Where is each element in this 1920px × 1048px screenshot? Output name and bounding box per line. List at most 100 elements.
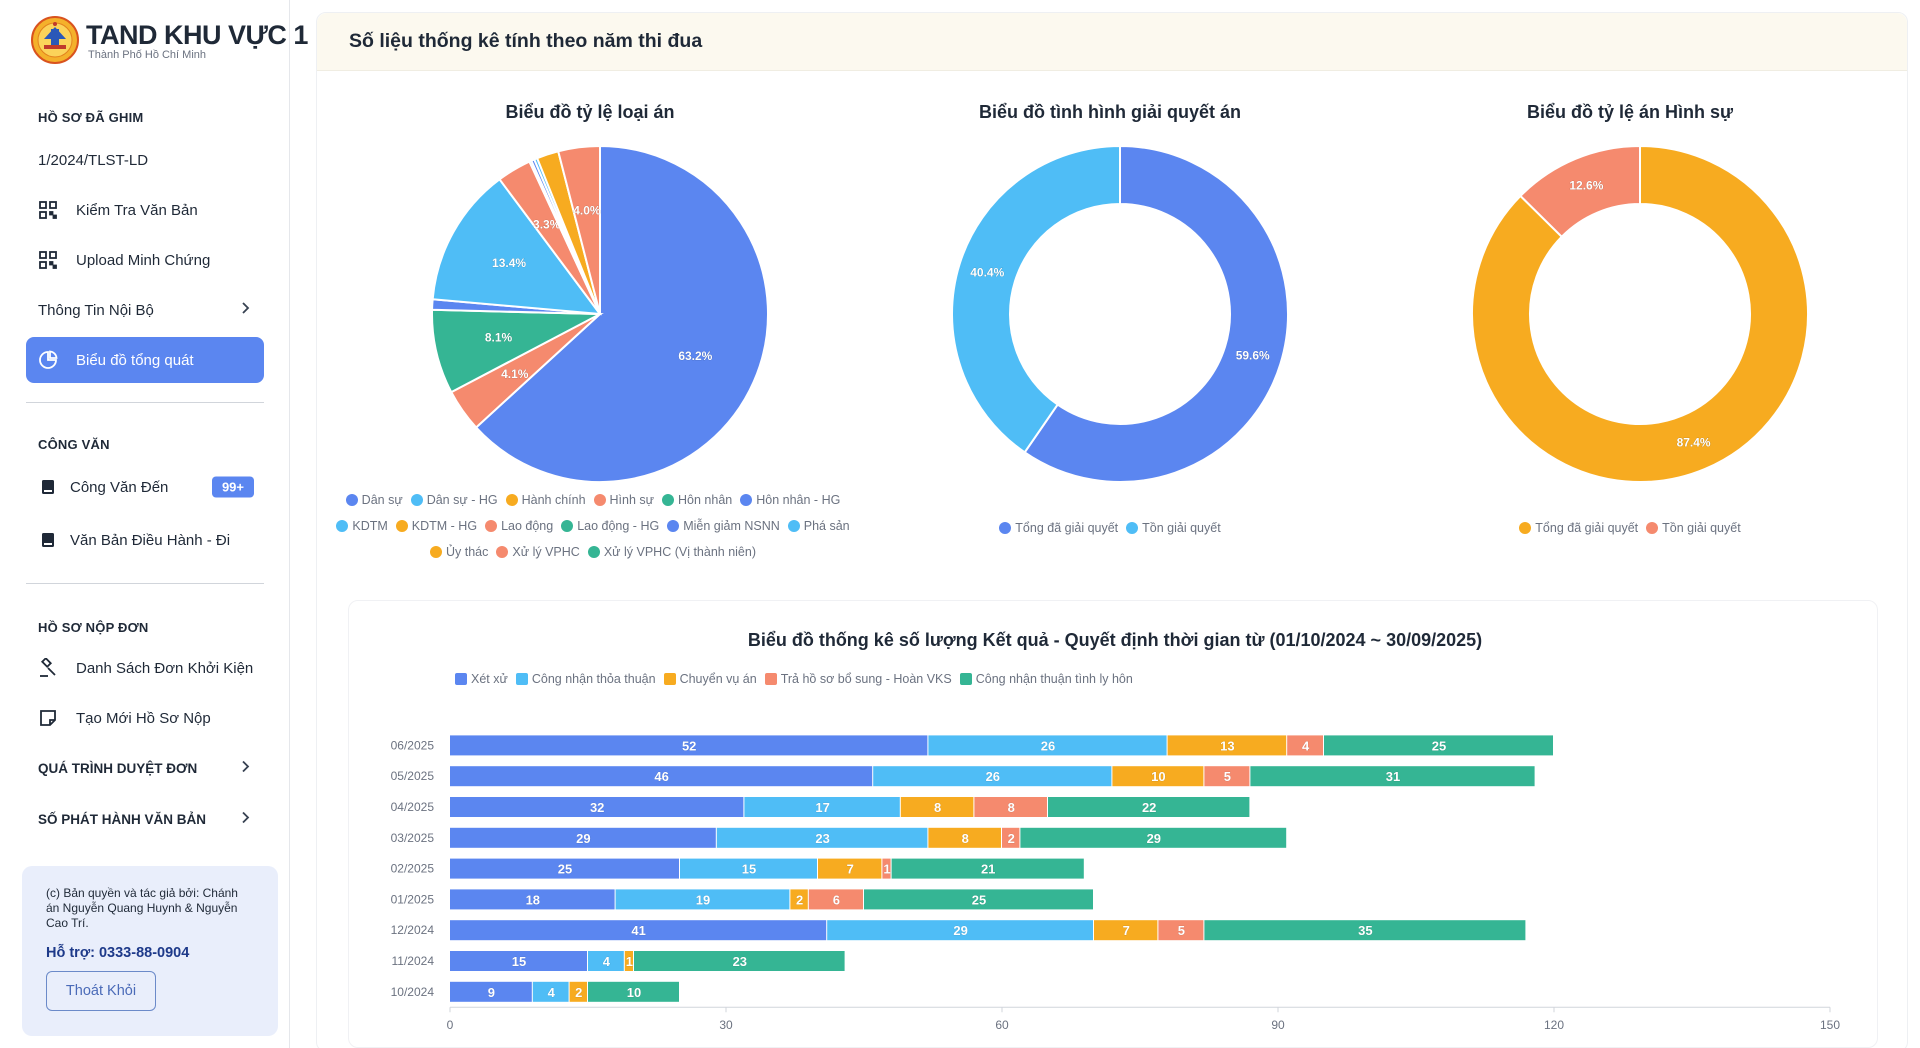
y-tick-label: 11/2024 <box>392 954 435 968</box>
legend-label: Tổng đã giải quyết <box>1015 521 1119 535</box>
nav-cong-van-den[interactable]: Công Văn Đến 99+ <box>26 464 264 510</box>
legend-item[interactable]: Xử lý VPHC (Vị thành niên) <box>587 545 756 559</box>
bar-segment[interactable] <box>882 858 891 879</box>
legend-item[interactable]: Công nhận thuận tình ly hôn <box>959 672 1133 686</box>
bar-segment[interactable] <box>450 889 615 910</box>
bar-data-label: 13 <box>1220 738 1234 753</box>
bar-segment[interactable] <box>1158 920 1204 941</box>
bar-segment[interactable] <box>1204 766 1250 787</box>
nav-thong-tin-noi-bo[interactable]: Thông Tin Nội Bộ <box>26 287 264 333</box>
bar-segment[interactable] <box>1020 827 1287 848</box>
legend-label: KDTM - HG <box>411 519 478 533</box>
legend-item[interactable]: Xét xử <box>455 672 508 686</box>
bar-segment[interactable] <box>1324 735 1553 756</box>
bar-segment[interactable] <box>1250 766 1535 787</box>
bar-segment[interactable] <box>450 797 744 817</box>
pie-slice[interactable] <box>951 144 1121 454</box>
nav-tao-moi-ho-so-nop[interactable]: Tạo Mới Hồ Sơ Nộp <box>26 695 264 741</box>
pie-slice[interactable] <box>1519 144 1641 239</box>
bar-segment[interactable] <box>891 858 1084 879</box>
logout-button[interactable]: Thoát Khỏi <box>46 971 156 1011</box>
legend-item[interactable]: Tổng đã giải quyết <box>999 521 1118 535</box>
bar-segment[interactable] <box>974 797 1047 817</box>
bar-segment[interactable] <box>588 981 679 1002</box>
legend-item[interactable]: Công nhận thỏa thuận <box>515 672 656 686</box>
nav-danh-sach-don-khoi-kien[interactable]: Danh Sách Đơn Khởi Kiện <box>26 645 264 691</box>
legend-swatch <box>787 520 800 532</box>
bar-segment[interactable] <box>634 951 845 971</box>
court-emblem-logo <box>31 16 79 64</box>
nav-upload-minh-chung[interactable]: Upload Minh Chứng <box>26 237 264 283</box>
nav-label: Danh Sách Đơn Khởi Kiện <box>76 659 254 677</box>
bar-segment[interactable] <box>1002 827 1020 848</box>
bar-segment[interactable] <box>1167 735 1287 756</box>
pie-slice[interactable] <box>431 177 603 316</box>
pinned-case-link[interactable]: 1/2024/TLST-LD <box>26 137 264 183</box>
legend-item[interactable]: Tổng đã giải quyết <box>1519 521 1638 535</box>
bar-data-label: 6 <box>833 892 840 907</box>
legend-item[interactable]: Chuyển vụ án <box>663 672 757 686</box>
legend-item[interactable]: Tồn giải quyết <box>1126 521 1221 535</box>
bar-segment[interactable] <box>818 858 882 879</box>
legend-item[interactable]: Hình sự <box>593 493 654 507</box>
nav-qua-trinh-duyet-don[interactable]: QUÁ TRÌNH DUYỆT ĐƠN <box>26 745 264 791</box>
bar-segment[interactable] <box>864 889 1093 910</box>
bar-segment[interactable] <box>873 766 1112 787</box>
bar-segment[interactable] <box>450 951 587 971</box>
brand[interactable]: TAND KHU VỰC 1 Thành Phố Hồ Chí Minh <box>30 10 308 70</box>
nav-bieu-do-tong-quat[interactable]: Biểu đồ tổng quát <box>26 337 264 383</box>
bar-segment[interactable] <box>450 766 873 787</box>
legend-item[interactable]: Hôn nhân - HG <box>740 493 840 507</box>
bar-segment[interactable] <box>450 858 679 879</box>
bar-segment[interactable] <box>928 827 1001 848</box>
bar-segment[interactable] <box>624 951 633 971</box>
bar-segment[interactable] <box>450 920 827 941</box>
legend-item[interactable]: Phá sản <box>787 519 850 533</box>
legend-swatch <box>395 520 408 532</box>
nav-so-phat-hanh-van-ban[interactable]: SỐ PHÁT HÀNH VĂN BẢN <box>26 796 264 842</box>
pie-slice[interactable] <box>474 144 769 483</box>
legend-item[interactable]: Dân sự <box>345 493 403 507</box>
gavel-icon <box>38 658 58 678</box>
bar-segment[interactable] <box>615 889 790 910</box>
legend-item[interactable]: Ủy thác <box>430 545 488 559</box>
legend-item[interactable]: KDTM - HG <box>395 519 478 533</box>
bar-segment[interactable] <box>680 858 817 879</box>
bar-segment[interactable] <box>744 797 900 817</box>
bar-segment[interactable] <box>588 951 624 971</box>
bar-segment[interactable] <box>1048 797 1250 817</box>
bar-segment[interactable] <box>1287 735 1323 756</box>
bar-segment[interactable] <box>450 827 716 848</box>
legend-item[interactable]: Lao động <box>485 519 553 533</box>
nav-van-ban-dieu-hanh-di[interactable]: Văn Bản Điều Hành - Đi <box>26 517 264 563</box>
bar-segment[interactable] <box>808 889 863 910</box>
legend-item[interactable]: KDTM <box>336 519 388 533</box>
legend-item[interactable]: Tồn giải quyết <box>1646 521 1741 535</box>
legend-item[interactable]: Dân sự - HG <box>410 493 498 507</box>
bar-segment[interactable] <box>1204 920 1526 941</box>
legend-item[interactable]: Hôn nhân <box>662 493 732 507</box>
legend-item[interactable]: Trả hồ sơ bổ sung - Hoàn VKS <box>764 672 952 686</box>
bar-segment[interactable] <box>928 735 1167 756</box>
bar-segment[interactable] <box>1094 920 1158 941</box>
bar-segment[interactable] <box>790 889 808 910</box>
pie-slice[interactable] <box>557 144 601 315</box>
bar-segment[interactable] <box>569 981 587 1002</box>
nav-kiem-tra-van-ban[interactable]: Kiểm Tra Văn Bản <box>26 187 264 233</box>
legend-item[interactable]: Hành chính <box>505 493 586 507</box>
bar-segment[interactable] <box>827 920 1093 941</box>
bar-segment[interactable] <box>450 981 532 1002</box>
bar-segment[interactable] <box>450 735 928 756</box>
pie-slice[interactable] <box>1023 144 1289 483</box>
bar-segment[interactable] <box>716 827 928 848</box>
qr-icon <box>38 200 58 220</box>
bar-segment[interactable] <box>532 981 569 1002</box>
legend-item[interactable]: Miễn giảm NSNN <box>667 519 780 533</box>
legend-item[interactable]: Xử lý VPHC <box>496 545 580 559</box>
pie-slice[interactable] <box>1471 144 1809 483</box>
bar-segment[interactable] <box>900 797 974 817</box>
legend-item[interactable]: Lao động - HG <box>561 519 659 533</box>
bar-segment[interactable] <box>1112 766 1204 787</box>
nav-label: SỐ PHÁT HÀNH VĂN BẢN <box>38 811 207 827</box>
pinned-section-title: HỒ SƠ ĐÃ GHIM <box>38 110 144 125</box>
